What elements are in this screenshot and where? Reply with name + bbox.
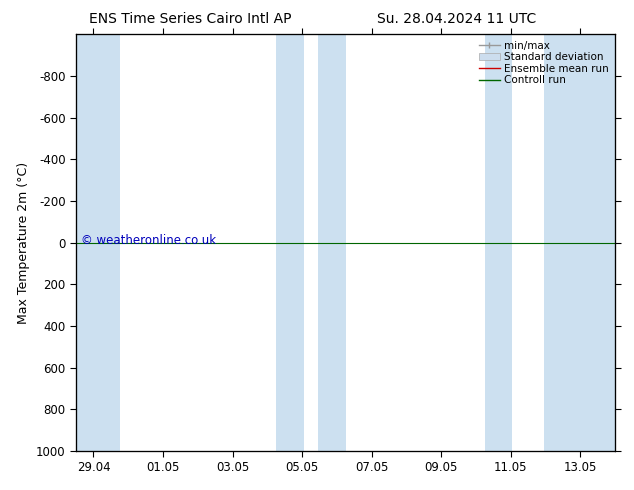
Text: © weatheronline.co.uk: © weatheronline.co.uk xyxy=(81,234,217,247)
Bar xyxy=(276,34,304,451)
Bar xyxy=(76,34,120,451)
Bar xyxy=(544,34,615,451)
Bar xyxy=(318,34,346,451)
Bar xyxy=(484,34,512,451)
Text: Su. 28.04.2024 11 UTC: Su. 28.04.2024 11 UTC xyxy=(377,12,536,26)
Text: ENS Time Series Cairo Intl AP: ENS Time Series Cairo Intl AP xyxy=(89,12,292,26)
Legend: min/max, Standard deviation, Ensemble mean run, Controll run: min/max, Standard deviation, Ensemble me… xyxy=(475,36,613,89)
Y-axis label: Max Temperature 2m (°C): Max Temperature 2m (°C) xyxy=(18,162,30,323)
